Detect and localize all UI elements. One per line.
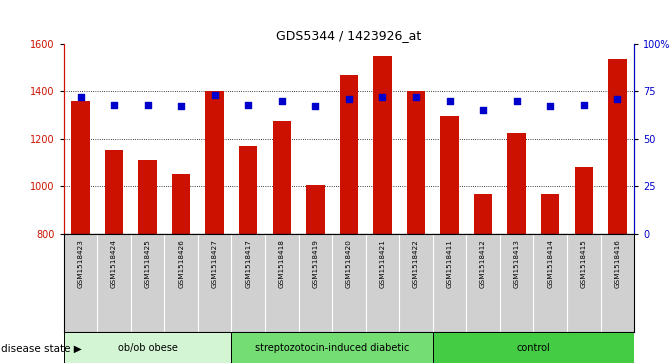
Text: GSM1518412: GSM1518412	[480, 239, 486, 288]
Bar	[574, 167, 593, 234]
Point	[377, 94, 388, 100]
Bar	[407, 91, 425, 234]
Text: GSM1518417: GSM1518417	[246, 239, 251, 288]
Bar	[373, 56, 392, 234]
Point	[545, 103, 556, 109]
Bar	[64, 332, 231, 363]
Bar	[608, 59, 627, 234]
Text: GSM1518411: GSM1518411	[447, 239, 452, 288]
Bar	[306, 185, 325, 234]
Bar	[138, 160, 157, 234]
Point	[444, 98, 455, 104]
Bar	[105, 150, 123, 234]
Bar	[340, 74, 358, 234]
Point	[478, 107, 488, 113]
Bar	[474, 194, 493, 234]
Bar	[172, 174, 191, 234]
Point	[578, 102, 589, 107]
Bar	[205, 91, 224, 234]
Bar	[272, 121, 291, 234]
Point	[176, 103, 187, 109]
Point	[276, 98, 287, 104]
Point	[612, 96, 623, 102]
Text: GSM1518418: GSM1518418	[279, 239, 285, 288]
Title: GDS5344 / 1423926_at: GDS5344 / 1423926_at	[276, 29, 421, 42]
Text: streptozotocin-induced diabetic: streptozotocin-induced diabetic	[255, 343, 409, 354]
Text: GSM1518413: GSM1518413	[514, 239, 519, 288]
Text: GSM1518419: GSM1518419	[313, 239, 318, 288]
Bar	[507, 133, 526, 234]
Text: control: control	[517, 343, 550, 354]
Text: disease state ▶: disease state ▶	[1, 343, 81, 354]
Point	[411, 94, 421, 100]
Point	[310, 103, 321, 109]
Text: GSM1518414: GSM1518414	[548, 239, 553, 288]
Text: GSM1518421: GSM1518421	[380, 239, 385, 288]
Text: ob/ob obese: ob/ob obese	[117, 343, 178, 354]
Bar	[440, 116, 459, 234]
Text: GSM1518427: GSM1518427	[212, 239, 217, 288]
Text: GSM1518415: GSM1518415	[581, 239, 586, 288]
Point	[511, 98, 522, 104]
Point	[243, 102, 254, 107]
Bar	[239, 146, 258, 234]
Bar	[433, 332, 634, 363]
Point	[209, 92, 220, 98]
Text: GSM1518424: GSM1518424	[111, 239, 117, 288]
Point	[109, 102, 119, 107]
Text: GSM1518426: GSM1518426	[178, 239, 184, 288]
Point	[142, 102, 153, 107]
Bar	[231, 332, 433, 363]
Text: GSM1518416: GSM1518416	[615, 239, 620, 288]
Point	[75, 94, 86, 100]
Text: GSM1518420: GSM1518420	[346, 239, 352, 288]
Text: GSM1518422: GSM1518422	[413, 239, 419, 288]
Text: GSM1518425: GSM1518425	[145, 239, 150, 288]
Point	[344, 96, 354, 102]
Bar	[541, 194, 560, 234]
Text: GSM1518423: GSM1518423	[78, 239, 83, 288]
Bar	[71, 101, 90, 234]
